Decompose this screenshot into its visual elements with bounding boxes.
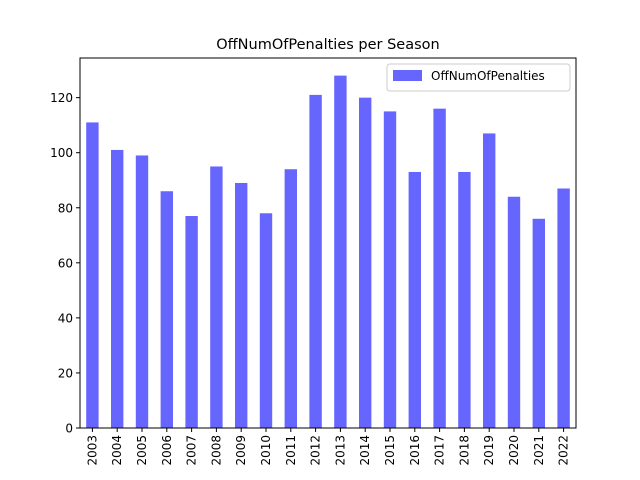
x-tick-label-2017: 2017 [433, 435, 447, 466]
bar-2017 [433, 108, 446, 429]
x-tick-label-2020: 2020 [507, 435, 521, 466]
x-tick-label-2013: 2013 [333, 435, 347, 466]
bar-2019 [483, 133, 496, 428]
y-tick-label-80: 80 [58, 201, 73, 215]
bar-2022 [557, 188, 570, 428]
x-tick-label-2003: 2003 [85, 435, 99, 466]
bar-2020 [507, 196, 521, 428]
bar-2014 [359, 97, 372, 428]
legend-box [386, 63, 571, 92]
x-tick-label-2009: 2009 [234, 435, 248, 466]
x-tick-label-2004: 2004 [110, 435, 124, 466]
x-tick-label-2019: 2019 [482, 435, 496, 466]
bar-2010 [259, 213, 273, 428]
bar-2012 [309, 94, 322, 428]
x-tick-label-2005: 2005 [135, 435, 149, 466]
y-tick-label-0: 0 [65, 422, 73, 436]
x-axis: 2003 2004 2005 2006 2007 2008 2009 2010 2011 2012… [85, 428, 571, 466]
x-tick-label-2021: 2021 [532, 435, 546, 466]
bars-group [86, 75, 570, 429]
bar-2016 [408, 171, 421, 428]
x-tick-label-2018: 2018 [457, 435, 471, 466]
legend: OffNumOfPenalties [386, 63, 571, 92]
x-tick-label-2014: 2014 [358, 435, 372, 466]
bar-2005 [135, 155, 149, 428]
bar-2018 [458, 171, 471, 428]
x-tick-label-2015: 2015 [383, 435, 397, 466]
x-tick-label-2022: 2022 [557, 435, 571, 466]
bar-2008 [210, 166, 223, 428]
x-tick-label-2012: 2012 [309, 435, 323, 466]
x-tick-label-2016: 2016 [408, 435, 422, 466]
bar-2003 [86, 122, 99, 429]
y-tick-label-100: 100 [50, 146, 73, 160]
bar-2007 [185, 216, 198, 428]
x-tick-label-2008: 2008 [209, 435, 223, 466]
bar-2011 [284, 169, 297, 428]
legend-label: OffNumOfPenalties [431, 69, 545, 83]
chart-title: OffNumOfPenalties per Season [216, 37, 439, 53]
bar-2015 [383, 111, 397, 428]
bar-2013 [334, 75, 347, 429]
x-tick-label-2006: 2006 [160, 435, 174, 466]
y-tick-label-40: 40 [58, 311, 73, 325]
y-tick-label-20: 20 [58, 366, 73, 380]
bar-2009 [235, 182, 248, 428]
y-tick-label-60: 60 [58, 256, 73, 270]
legend-swatch [393, 70, 422, 81]
bar-2021 [532, 218, 545, 428]
bar-2006 [160, 191, 173, 428]
bar-2004 [111, 149, 124, 428]
y-tick-label-120: 120 [50, 91, 73, 105]
y-axis: 0 20 40 60 80 100 120 [50, 91, 80, 436]
plot-frame [79, 57, 577, 429]
x-tick-label-2007: 2007 [185, 435, 199, 466]
x-tick-label-2011: 2011 [284, 435, 298, 466]
x-tick-label-2010: 2010 [259, 435, 273, 466]
